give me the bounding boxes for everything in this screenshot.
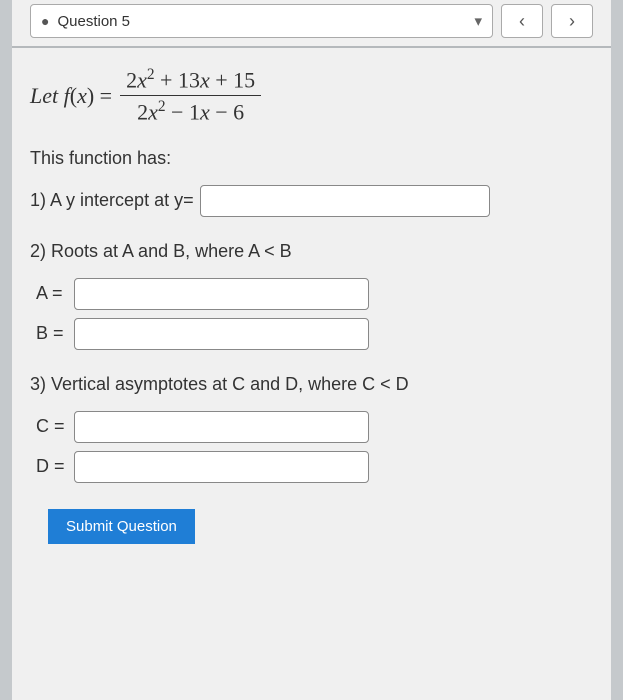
d-label: D = <box>36 456 74 477</box>
intro-text: This function has: <box>30 148 593 169</box>
q2-label: 2) Roots at A and B, where A < B <box>30 241 593 262</box>
bullet-icon: ● <box>41 13 49 29</box>
chevron-left-icon: ‹ <box>519 11 525 32</box>
question-selector[interactable]: ● Question 5 ▾ <box>30 4 493 38</box>
formula-fraction: 2x2 + 13x + 15 2x2 − 1x − 6 <box>120 66 261 126</box>
next-question-button[interactable]: › <box>551 4 593 38</box>
a-label: A = <box>36 283 74 304</box>
c-label: C = <box>36 416 74 437</box>
asymptote-d-row: D = <box>36 451 593 483</box>
asymptote-c-input[interactable] <box>74 411 369 443</box>
chevron-down-icon: ▾ <box>474 12 482 30</box>
asymptote-d-input[interactable] <box>74 451 369 483</box>
function-definition: Let f(x) = 2x2 + 13x + 15 2x2 − 1x − 6 <box>30 66 593 126</box>
question-1: 1) A y intercept at y= <box>30 185 593 217</box>
formula-lhs: Let f(x) = <box>30 83 112 109</box>
root-a-row: A = <box>36 278 593 310</box>
submit-question-button[interactable]: Submit Question <box>48 509 195 544</box>
formula-denominator: 2x2 − 1x − 6 <box>131 96 250 125</box>
root-b-input[interactable] <box>74 318 369 350</box>
root-a-input[interactable] <box>74 278 369 310</box>
chevron-right-icon: › <box>569 11 575 32</box>
q1-label: 1) A y intercept at y= <box>30 190 194 211</box>
root-b-row: B = <box>36 318 593 350</box>
formula-numerator: 2x2 + 13x + 15 <box>120 66 261 95</box>
asymptote-c-row: C = <box>36 411 593 443</box>
q3-label: 3) Vertical asymptotes at C and D, where… <box>30 374 593 395</box>
b-label: B = <box>36 323 74 344</box>
prev-question-button[interactable]: ‹ <box>501 4 543 38</box>
y-intercept-input[interactable] <box>200 185 490 217</box>
question-nav: ● Question 5 ▾ ‹ › <box>12 0 611 48</box>
question-card: ● Question 5 ▾ ‹ › Let f(x) = 2x2 + 13x … <box>12 0 611 700</box>
question-selector-label: Question 5 <box>57 13 130 30</box>
